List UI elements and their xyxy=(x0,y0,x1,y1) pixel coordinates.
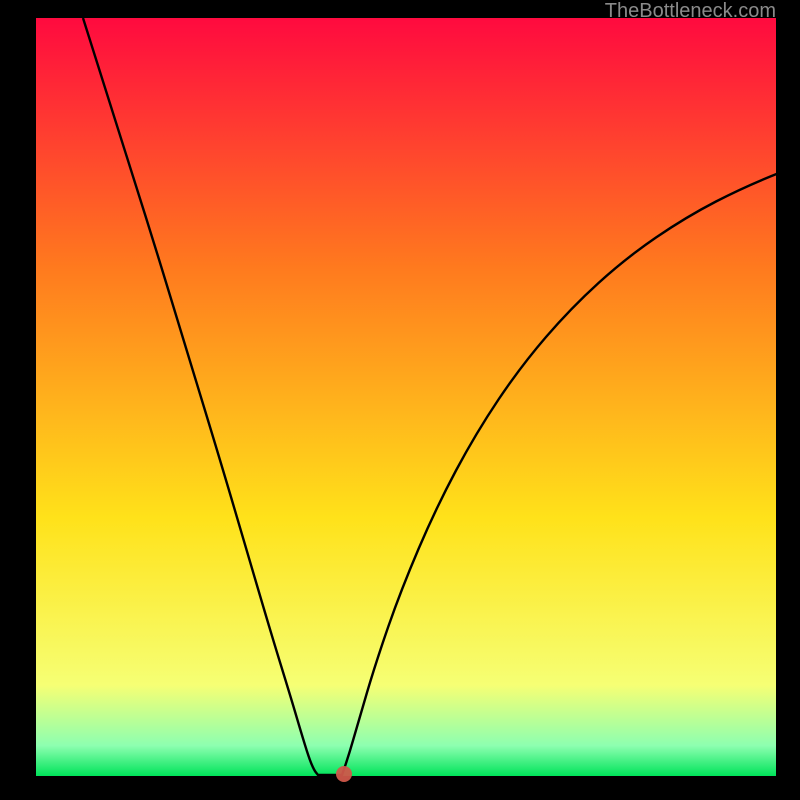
chart-container: TheBottleneck.com xyxy=(0,0,800,800)
min-marker-dot xyxy=(336,766,352,782)
curve-layer xyxy=(0,0,800,800)
v-curve xyxy=(83,18,800,775)
